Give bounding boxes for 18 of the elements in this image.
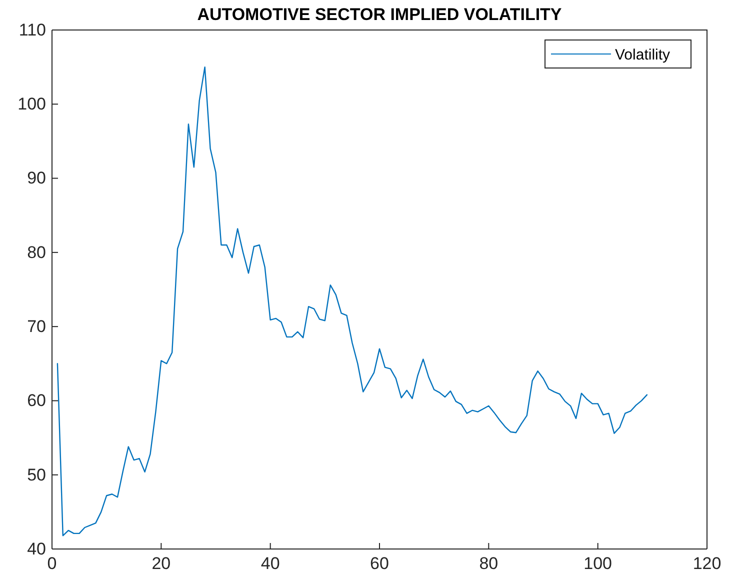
y-tick-label: 50 <box>27 465 46 484</box>
x-tick-label: 0 <box>47 554 57 574</box>
x-tick-label: 40 <box>260 554 280 574</box>
chart-title: AUTOMOTIVE SECTOR IMPLIED VOLATILITY <box>197 5 562 24</box>
y-tick-label: 40 <box>27 539 46 558</box>
y-tick-label: 100 <box>18 94 46 114</box>
x-tick-label: 100 <box>584 554 612 574</box>
y-tick-label: 70 <box>27 317 46 336</box>
line-series <box>56 66 648 536</box>
x-tick-label: 120 <box>692 554 722 574</box>
x-tick-label: 80 <box>479 554 498 574</box>
y-tick-label: 60 <box>27 391 46 410</box>
x-tick-label: 60 <box>370 554 389 574</box>
y-tick-label: 80 <box>27 242 46 262</box>
x-tick-label: 20 <box>152 554 171 574</box>
legend-label: Volatility <box>615 46 671 64</box>
y-tick-label: 110 <box>18 20 46 40</box>
y-tick-label: 90 <box>27 168 46 188</box>
